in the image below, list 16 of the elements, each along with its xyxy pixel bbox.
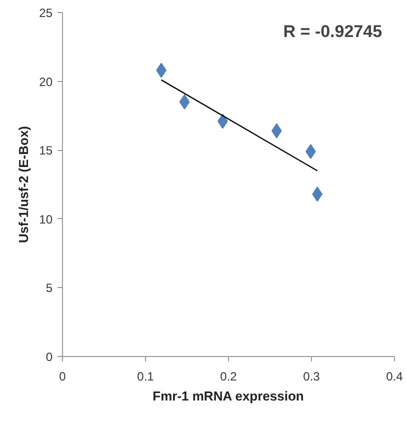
point	[179, 94, 190, 110]
y-tick-label: 25	[39, 6, 53, 20]
y-tick-label: 0	[46, 350, 53, 364]
y-tick-label: 5	[46, 281, 53, 296]
x-tick-label: 0.2	[220, 370, 238, 384]
point	[271, 123, 282, 138]
x-axis-title: Fmr-1 mRNA expression	[152, 388, 304, 404]
y-tick-label: 15	[39, 144, 53, 158]
y-axis-title: Usf-1/usf-2 (E-Box)	[16, 126, 32, 244]
x-tick-label: 0.4	[386, 370, 404, 384]
y-tick-label: 20	[39, 74, 53, 89]
x-tick-label: 0.1	[137, 370, 154, 384]
x-tick-label: 0.3	[303, 370, 320, 384]
x-tick-label: 0	[59, 370, 66, 384]
annotation: R = -0.92745	[283, 22, 382, 42]
y-tick-label: 10	[39, 212, 53, 226]
